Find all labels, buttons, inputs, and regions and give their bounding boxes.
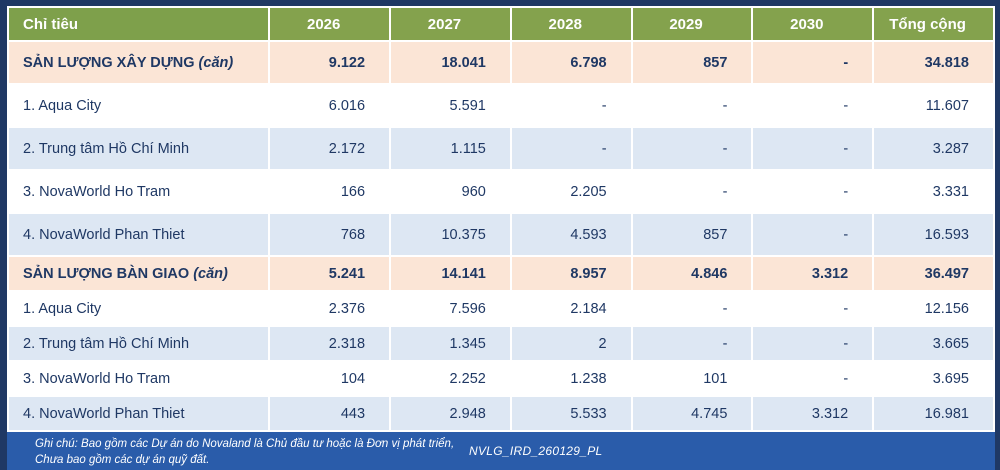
value-cell: -: [751, 83, 875, 128]
value-cell: 3.665: [872, 325, 995, 362]
value-cell: 5.241: [268, 255, 392, 292]
footnote-line2: Chưa bao gồm các dự án quỹ đất.: [35, 453, 210, 466]
row-label: 4. NovaWorld Phan Thiet: [6, 212, 271, 257]
production-table: Chỉ tiêu 2026 2027 2028 2029 2030 Tổng c…: [6, 6, 995, 432]
table-row: 1. Aqua City 6.016 5.591 - - - 11.607: [6, 83, 995, 128]
value-cell: 2: [509, 325, 633, 362]
value-cell: -: [751, 169, 875, 214]
value-cell: 4.593: [509, 212, 633, 257]
value-cell: 3.312: [751, 395, 875, 432]
table-row: 4. NovaWorld Phan Thiet 768 10.375 4.593…: [6, 212, 995, 257]
section-label: SẢN LƯỢNG BÀN GIAO: [23, 265, 190, 282]
value-cell: -: [509, 83, 633, 128]
value-cell: -: [751, 126, 875, 171]
value-cell: -: [630, 290, 754, 327]
value-cell: 4.745: [630, 395, 754, 432]
value-cell: 7.596: [389, 290, 512, 327]
value-cell: 166: [268, 169, 392, 214]
header-cell-total: Tổng cộng: [872, 6, 995, 42]
row-label: 3. NovaWorld Ho Tram: [6, 360, 271, 397]
header-cell-criteria: Chỉ tiêu: [6, 6, 271, 42]
value-cell: 11.607: [872, 83, 995, 128]
value-cell: 34.818: [872, 40, 995, 85]
row-label: 4. NovaWorld Phan Thiet: [6, 395, 271, 432]
row-label: 2. Trung tâm Hồ Chí Minh: [6, 126, 271, 171]
section-row-handover: SẢN LƯỢNG BÀN GIAO (căn) 5.241 14.141 8.…: [6, 255, 995, 292]
value-cell: 36.497: [872, 255, 995, 292]
value-cell: 3.331: [872, 169, 995, 214]
value-cell: -: [630, 169, 754, 214]
table-row: 2. Trung tâm Hồ Chí Minh 2.318 1.345 2 -…: [6, 325, 995, 362]
value-cell: 12.156: [872, 290, 995, 327]
value-cell: 1.115: [389, 126, 512, 171]
value-cell: -: [630, 83, 754, 128]
value-cell: 6.798: [509, 40, 633, 85]
value-cell: 2.376: [268, 290, 392, 327]
value-cell: 2.948: [389, 395, 512, 432]
value-cell: 104: [268, 360, 392, 397]
section-label: SẢN LƯỢNG XÂY DỰNG: [23, 54, 195, 71]
value-cell: 5.591: [389, 83, 512, 128]
value-cell: 10.375: [389, 212, 512, 257]
value-cell: -: [751, 325, 875, 362]
row-label: SẢN LƯỢNG BÀN GIAO (căn): [6, 255, 271, 292]
table-header-row: Chỉ tiêu 2026 2027 2028 2029 2030 Tổng c…: [6, 6, 995, 42]
header-cell-2028: 2028: [509, 6, 633, 42]
value-cell: 2.172: [268, 126, 392, 171]
value-cell: -: [751, 360, 875, 397]
value-cell: 3.312: [751, 255, 875, 292]
value-cell: 3.287: [872, 126, 995, 171]
value-cell: -: [630, 325, 754, 362]
value-cell: -: [751, 40, 875, 85]
value-cell: 3.695: [872, 360, 995, 397]
footnote-line1: Ghi chú: Bao gồm các Dự án do Novaland l…: [35, 438, 455, 450]
value-cell: -: [509, 126, 633, 171]
value-cell: 857: [630, 212, 754, 257]
value-cell: 101: [630, 360, 754, 397]
section-unit: (căn): [198, 54, 234, 71]
section-row-construction: SẢN LƯỢNG XÂY DỰNG (căn) 9.122 18.041 6.…: [6, 40, 995, 85]
value-cell: 8.957: [509, 255, 633, 292]
header-cell-2029: 2029: [630, 6, 754, 42]
value-cell: 443: [268, 395, 392, 432]
value-cell: 2.318: [268, 325, 392, 362]
section-unit: (căn): [193, 265, 228, 282]
table-row: 2. Trung tâm Hồ Chí Minh 2.172 1.115 - -…: [6, 126, 995, 171]
row-label: 2. Trung tâm Hồ Chí Minh: [6, 325, 271, 362]
value-cell: -: [751, 290, 875, 327]
document-code: NVLG_IRD_260129_PL: [469, 444, 603, 458]
header-cell-2026: 2026: [268, 6, 392, 42]
row-label: 1. Aqua City: [6, 290, 271, 327]
value-cell: 1.345: [389, 325, 512, 362]
value-cell: 2.252: [389, 360, 512, 397]
table-row: 3. NovaWorld Ho Tram 104 2.252 1.238 101…: [6, 360, 995, 397]
value-cell: 5.533: [509, 395, 633, 432]
value-cell: 14.141: [389, 255, 512, 292]
value-cell: 4.846: [630, 255, 754, 292]
row-label: 3. NovaWorld Ho Tram: [6, 169, 271, 214]
row-label: SẢN LƯỢNG XÂY DỰNG (căn): [6, 40, 271, 85]
header-cell-2030: 2030: [751, 6, 875, 42]
value-cell: 857: [630, 40, 754, 85]
value-cell: 16.593: [872, 212, 995, 257]
value-cell: 1.238: [509, 360, 633, 397]
value-cell: 768: [268, 212, 392, 257]
table-row: 4. NovaWorld Phan Thiet 443 2.948 5.533 …: [6, 395, 995, 432]
table-row: 1. Aqua City 2.376 7.596 2.184 - - 12.15…: [6, 290, 995, 327]
value-cell: 9.122: [268, 40, 392, 85]
row-label: 1. Aqua City: [6, 83, 271, 128]
table-row: 3. NovaWorld Ho Tram 166 960 2.205 - - 3…: [6, 169, 995, 214]
value-cell: 18.041: [389, 40, 512, 85]
footer-bar: Ghi chú: Bao gồm các Dự án do Novaland l…: [7, 432, 995, 470]
value-cell: 960: [389, 169, 512, 214]
value-cell: -: [630, 126, 754, 171]
footnote: Ghi chú: Bao gồm các Dự án do Novaland l…: [35, 437, 454, 468]
value-cell: 16.981: [872, 395, 995, 432]
value-cell: 6.016: [268, 83, 392, 128]
value-cell: -: [751, 212, 875, 257]
header-cell-2027: 2027: [389, 6, 512, 42]
value-cell: 2.184: [509, 290, 633, 327]
value-cell: 2.205: [509, 169, 633, 214]
